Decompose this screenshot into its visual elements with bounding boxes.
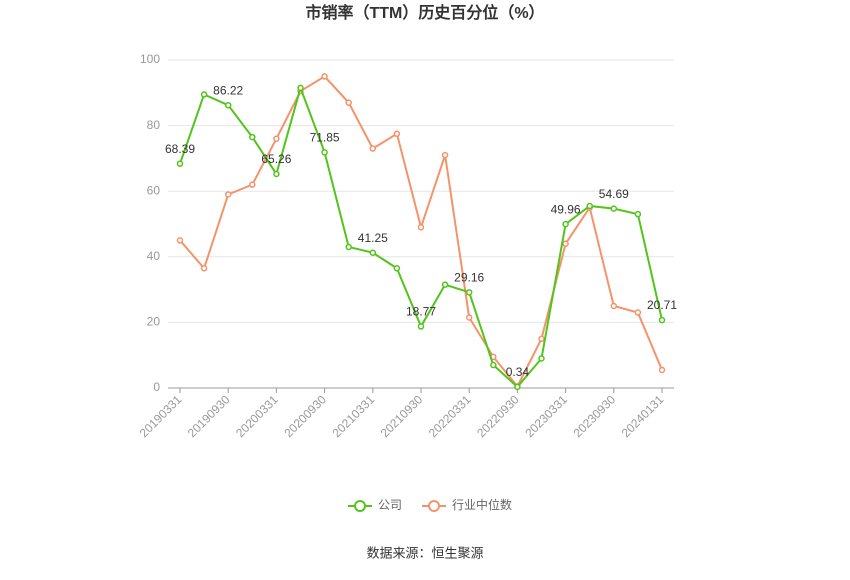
point (634, 210, 642, 218)
point (586, 202, 593, 210)
point (417, 323, 425, 330)
point (658, 366, 666, 374)
x-tick-label: 20190331 (137, 392, 185, 440)
point (514, 383, 521, 391)
point (369, 145, 377, 152)
chart-title: 市销率（TTM）历史百分位（%） (305, 3, 544, 22)
point (441, 151, 449, 159)
point (176, 160, 184, 167)
point (441, 281, 449, 288)
y-tick-label: 20 (147, 315, 161, 329)
point (297, 84, 304, 92)
x-tick-label: 20200930 (281, 392, 329, 440)
point (465, 289, 473, 296)
x-tick-label: 20220930 (474, 392, 522, 440)
point (658, 316, 666, 324)
point (224, 191, 232, 198)
point (345, 243, 352, 251)
point (273, 170, 280, 178)
data-label: 49.96 (551, 202, 581, 216)
data-label: 0.34 (506, 365, 530, 379)
point (490, 361, 497, 369)
data-label: 54.69 (599, 187, 629, 201)
y-tick-label: 40 (147, 249, 161, 263)
series-line (179, 84, 663, 389)
x-tick-label: 20200331 (233, 392, 281, 440)
source: 数据来源：恒生聚源 (366, 545, 483, 560)
point (610, 205, 618, 212)
point (369, 249, 377, 256)
data-label: 86.22 (213, 83, 243, 97)
data-label: 18.77 (406, 305, 436, 319)
legend-label: 公司 (378, 498, 402, 512)
point (465, 314, 473, 321)
point (321, 73, 328, 80)
point (176, 237, 184, 244)
legend-label: 行业中位数 (452, 497, 512, 512)
data-label: 41.25 (358, 231, 388, 245)
y-tick-label: 80 (147, 118, 161, 132)
point (200, 91, 208, 98)
data-label: 20.71 (647, 298, 677, 312)
legend-marker (354, 500, 366, 512)
point (393, 265, 401, 272)
point (634, 309, 642, 316)
x-tick-label: 20230930 (571, 392, 619, 440)
point (200, 265, 208, 272)
point (393, 130, 401, 138)
x-tick-label: 20240131 (619, 392, 667, 440)
point (538, 355, 545, 362)
data-label: 71.85 (310, 131, 340, 145)
y-tick-label: 100 (140, 52, 160, 66)
point (538, 335, 545, 343)
point (273, 135, 280, 142)
point (417, 224, 425, 231)
data-label: 29.16 (454, 271, 484, 285)
point (562, 220, 569, 228)
x-tick-label: 20190930 (185, 392, 233, 440)
data-label: 68.39 (165, 142, 195, 156)
x-tick-label: 20220331 (426, 392, 474, 440)
y-tick-label: 0 (153, 380, 160, 394)
point (345, 99, 352, 106)
x-tick-label: 20230331 (522, 392, 570, 440)
point (562, 240, 569, 247)
y-tick-label: 60 (147, 183, 161, 197)
point (321, 149, 328, 156)
point (249, 181, 256, 188)
point (224, 101, 232, 109)
data-label: 65.26 (261, 152, 291, 166)
point (610, 302, 618, 310)
series-line (179, 75, 663, 389)
x-tick-label: 20210331 (330, 392, 378, 440)
legend-marker (428, 500, 441, 512)
point (249, 133, 256, 141)
x-tick-label: 20210930 (378, 392, 426, 440)
